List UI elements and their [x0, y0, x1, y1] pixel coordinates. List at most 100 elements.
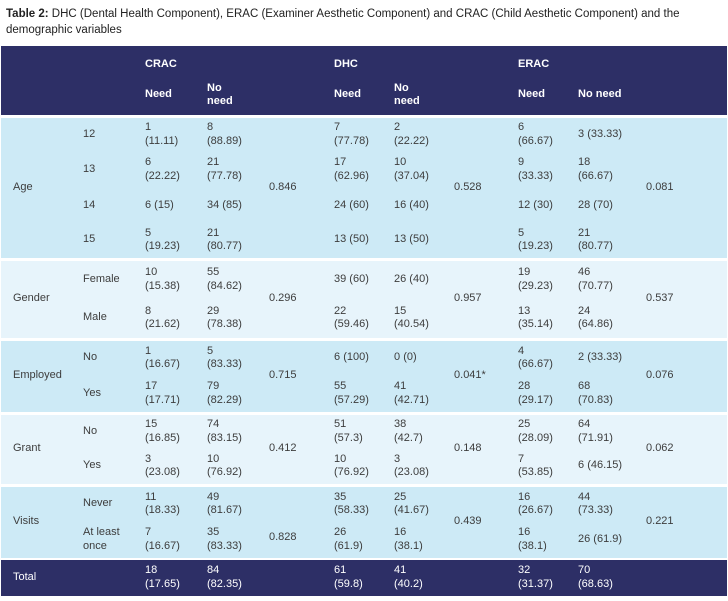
cell-erac-need: 13 (35.14) [511, 299, 572, 340]
table-row: Gender Female 10 (15.38) 55 (84.62) 0.29… [1, 257, 728, 340]
sub-label: No [76, 411, 138, 450]
group-label-gender: Gender [1, 257, 76, 340]
table-caption-number: Table 2: [6, 8, 49, 20]
cell-crac-need: 5 (19.23) [138, 223, 200, 260]
cell-crac-need: 1 (16.67) [138, 337, 200, 377]
cell-erac-noneed: 2 (33.33) [571, 337, 640, 377]
table-row: At least once 7 (16.67) 35 (83.33) 26 (6… [1, 522, 727, 560]
cell-erac-noneed: 18 (66.67) [571, 152, 640, 189]
cell-dhc-noneed: 16 (38.1) [387, 522, 448, 560]
total-label: Total [1, 558, 138, 597]
group-label-grant: Grant [1, 411, 76, 486]
table-row: 13 6 (22.22) 21 (77.78) 17 (62.96) 10 (3… [1, 152, 727, 189]
cell-erac-noneed: 28 (70) [571, 188, 640, 224]
pvalue-crac: 0.846 [262, 114, 328, 260]
sub-label: Yes [76, 376, 138, 414]
cell-dhc-need: 6 (100) [327, 337, 388, 377]
header-dhc-need: Need [327, 76, 388, 117]
cell-dhc-noneed: 16 (40) [387, 188, 448, 224]
sub-label: 14 [76, 188, 138, 224]
cell-erac-need: 9 (33.33) [511, 152, 572, 189]
cell-crac-need: 7 (16.67) [138, 522, 200, 560]
sub-label: 15 [76, 223, 138, 260]
empty-cell [447, 76, 512, 117]
group-label-employed: Employed [1, 337, 76, 414]
sub-label: 12 [76, 114, 138, 153]
cell-erac-noneed: 21 (80.77) [571, 223, 640, 260]
cell-erac-need: 28 (29.17) [511, 376, 572, 414]
pvalue-dhc: 0.528 [447, 114, 512, 260]
cell-crac-noneed: 74 (83.15) [200, 411, 262, 450]
cell-dhc-noneed: 25 (41.67) [387, 483, 448, 523]
cell-erac-need: 19 (29.23) [511, 257, 572, 300]
header-dhc-noneed: No need [387, 76, 448, 117]
cell-dhc-need: 10 (76.92) [327, 449, 388, 486]
header-group-row: CRAC DHC ERAC [1, 46, 728, 77]
header-erac-need: Need [511, 76, 572, 117]
cell-crac-noneed: 55 (84.62) [200, 257, 262, 300]
pvalue-erac: 0.537 [639, 257, 728, 340]
pvalue-erac: 0.221 [639, 483, 728, 560]
cell-erac-noneed: 24 (64.86) [571, 299, 640, 340]
table-caption: Table 2: DHC (Dental Health Component), … [0, 0, 728, 44]
cell-dhc-noneed: 3 (23.08) [387, 449, 448, 486]
cell-dhc-need: 17 (62.96) [327, 152, 388, 189]
cell-dhc-need: 13 (50) [327, 223, 388, 260]
sub-label: Yes [76, 449, 138, 486]
cell-crac-noneed: 35 (83.33) [200, 522, 262, 560]
cell-erac-need: 7 (53.85) [511, 449, 572, 486]
pvalue-dhc: 0.148 [447, 411, 512, 486]
cell-erac-noneed: 6 (46.15) [571, 449, 640, 486]
cell-crac-noneed: 8 (88.89) [200, 114, 262, 153]
header-erac-noneed: No need [571, 76, 640, 117]
header-crac-need: Need [138, 76, 200, 117]
cell-dhc-noneed: 10 (37.04) [387, 152, 448, 189]
cell-crac-noneed: 34 (85) [200, 188, 262, 224]
cell-erac-need: 5 (19.23) [511, 223, 572, 260]
table-row: 15 5 (19.23) 21 (80.77) 13 (50) 13 (50) … [1, 223, 727, 260]
cell-dhc-noneed: 41 (40.2) [387, 558, 448, 597]
demographics-table: CRAC DHC ERAC Need No need Need No need … [1, 46, 728, 597]
pvalue-crac: 0.715 [262, 337, 328, 414]
cell-erac-noneed: 26 (61.9) [571, 522, 640, 560]
sub-label: Male [76, 299, 138, 340]
cell-dhc-noneed: 41 (42.71) [387, 376, 448, 414]
cell-dhc-noneed: 15 (40.54) [387, 299, 448, 340]
pvalue-erac: 0.062 [639, 411, 728, 486]
table-row: 14 6 (15) 34 (85) 24 (60) 16 (40) 12 (30… [1, 188, 727, 224]
cell-dhc-need: 61 (59.8) [327, 558, 388, 597]
cell-crac-noneed: 5 (83.33) [200, 337, 262, 377]
empty-cell [1, 46, 138, 77]
empty-cell [1, 76, 138, 117]
cell-dhc-need: 24 (60) [327, 188, 388, 224]
cell-crac-noneed: 21 (77.78) [200, 152, 262, 189]
header-erac: ERAC [511, 46, 728, 77]
cell-crac-noneed: 49 (81.67) [200, 483, 262, 523]
table-row: Yes 3 (23.08) 10 (76.92) 10 (76.92) 3 (2… [1, 449, 727, 486]
pvalue-dhc: 0.957 [447, 257, 512, 340]
cell-dhc-need: 35 (58.33) [327, 483, 388, 523]
cell-crac-need: 1 (11.11) [138, 114, 200, 153]
cell-dhc-noneed: 13 (50) [387, 223, 448, 260]
table-row: Visits Never 11 (18.33) 49 (81.67) 0.828… [1, 483, 728, 560]
cell-erac-need: 25 (28.09) [511, 411, 572, 450]
cell-dhc-noneed: 38 (42.7) [387, 411, 448, 450]
cell-dhc-need: 26 (61.9) [327, 522, 388, 560]
cell-erac-noneed: 46 (70.77) [571, 257, 640, 300]
pvalue-dhc: 0.439 [447, 483, 512, 560]
header-crac: CRAC [138, 46, 328, 77]
cell-erac-need: 32 (31.37) [511, 558, 572, 597]
cell-dhc-need: 51 (57.3) [327, 411, 388, 450]
sub-label: Female [76, 257, 138, 300]
cell-erac-noneed: 68 (70.83) [571, 376, 640, 414]
table-row: Male 8 (21.62) 29 (78.38) 22 (59.46) 15 … [1, 299, 727, 340]
cell-erac-noneed: 3 (33.33) [571, 114, 640, 153]
cell-dhc-need: 22 (59.46) [327, 299, 388, 340]
cell-erac-noneed: 70 (68.63) [571, 558, 640, 597]
cell-erac-need: 16 (26.67) [511, 483, 572, 523]
cell-crac-need: 10 (15.38) [138, 257, 200, 300]
group-label-age: Age [1, 114, 76, 260]
table-row: Yes 17 (17.71) 79 (82.29) 55 (57.29) 41 … [1, 376, 727, 414]
cell-erac-noneed: 64 (71.91) [571, 411, 640, 450]
cell-erac-noneed: 44 (73.33) [571, 483, 640, 523]
